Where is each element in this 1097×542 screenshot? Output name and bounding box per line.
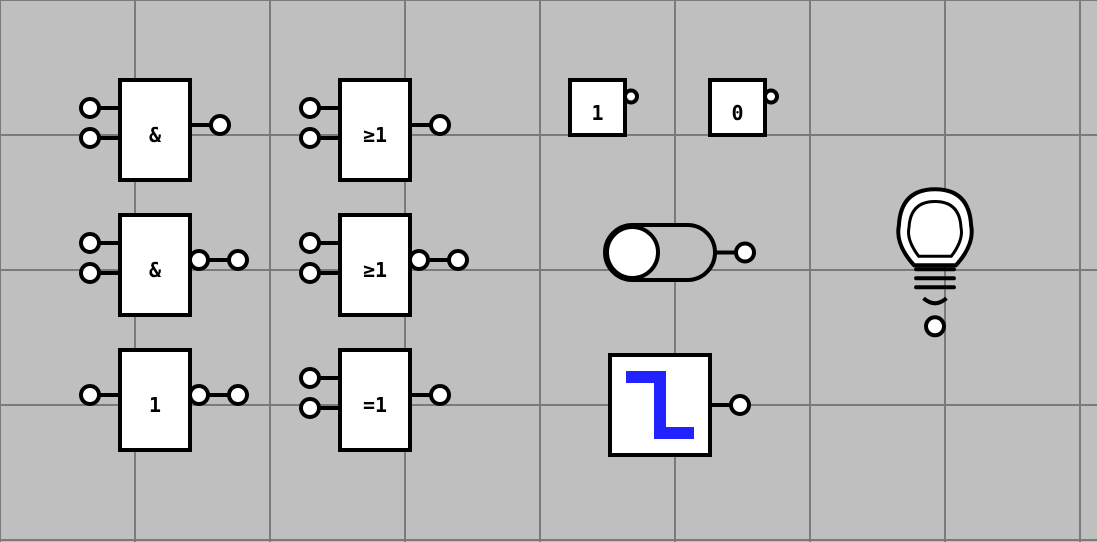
pin[interactable] — [301, 99, 319, 117]
pin[interactable] — [431, 116, 449, 134]
pin[interactable] — [81, 99, 99, 117]
pin[interactable] — [301, 234, 319, 252]
pin[interactable] — [81, 129, 99, 147]
pin[interactable] — [301, 129, 319, 147]
logic-canvas: & ≥1 & ≥1 1 =1 1 0 — [0, 0, 1097, 542]
gate-label: ≥1 — [363, 258, 387, 282]
pin[interactable] — [449, 251, 467, 269]
inversion-bubble — [190, 386, 208, 404]
inversion-bubble — [410, 251, 428, 269]
pin[interactable] — [926, 317, 944, 335]
const1-block[interactable]: 1 — [570, 80, 637, 135]
pin[interactable] — [431, 386, 449, 404]
gate-label: 1 — [149, 393, 161, 417]
switch-knob[interactable] — [607, 227, 658, 278]
gate-label: =1 — [363, 393, 387, 417]
pin[interactable] — [301, 399, 319, 417]
gate-label: & — [149, 123, 162, 147]
gate-label: ≥1 — [363, 123, 387, 147]
pin[interactable] — [736, 244, 754, 262]
const0-block[interactable]: 0 — [710, 80, 777, 135]
pin[interactable] — [81, 386, 99, 404]
gate-label: & — [149, 258, 162, 282]
pin[interactable] — [301, 369, 319, 387]
pin[interactable] — [211, 116, 229, 134]
pin[interactable] — [229, 386, 247, 404]
output-bubble — [765, 91, 777, 103]
inversion-bubble — [190, 251, 208, 269]
gate-label: 0 — [731, 101, 743, 125]
pin[interactable] — [301, 264, 319, 282]
pin[interactable] — [229, 251, 247, 269]
pin[interactable] — [731, 396, 749, 414]
pin[interactable] — [81, 234, 99, 252]
gate-label: 1 — [591, 101, 603, 125]
pin[interactable] — [81, 264, 99, 282]
output-bubble — [625, 91, 637, 103]
